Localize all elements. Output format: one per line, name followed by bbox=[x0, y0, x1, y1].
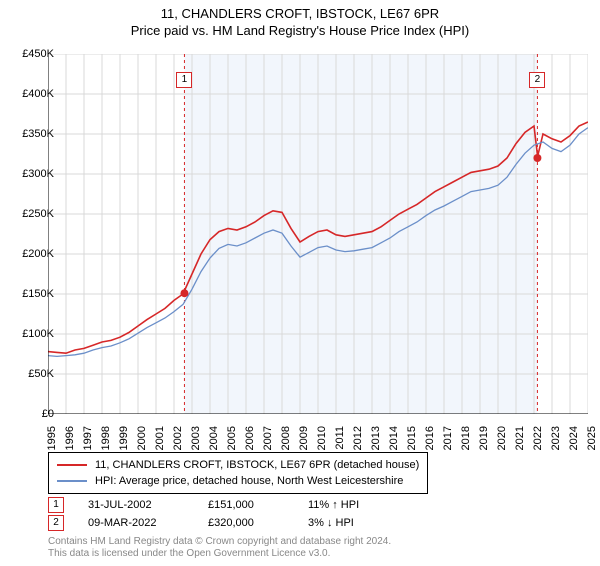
y-tick-label: £150K bbox=[4, 288, 54, 300]
y-tick-label: £450K bbox=[4, 48, 54, 60]
x-tick-label: 2023 bbox=[550, 426, 562, 466]
legend-item-hpi: HPI: Average price, detached house, Nort… bbox=[57, 473, 419, 489]
x-tick-label: 2017 bbox=[442, 426, 454, 466]
sale-marker-box-1: 1 bbox=[48, 497, 64, 513]
x-tick-label: 2018 bbox=[460, 426, 472, 466]
footer-line2: This data is licensed under the Open Gov… bbox=[48, 548, 391, 560]
chart-subtitle: Price paid vs. HM Land Registry's House … bbox=[0, 23, 600, 38]
y-tick-label: £50K bbox=[4, 368, 54, 380]
sale-date-1: 31-JUL-2002 bbox=[88, 499, 208, 511]
sale-pct-2: 3% ↓ HPI bbox=[308, 517, 408, 529]
sale-date-2: 09-MAR-2022 bbox=[88, 517, 208, 529]
sale-row-1: 1 31-JUL-2002 £151,000 11% ↑ HPI bbox=[48, 496, 408, 514]
chart-svg bbox=[48, 54, 588, 414]
chart-plot-area bbox=[48, 54, 588, 414]
y-tick-label: £300K bbox=[4, 168, 54, 180]
legend-swatch-hpi bbox=[57, 480, 87, 482]
x-tick-label: 2024 bbox=[568, 426, 580, 466]
legend-swatch-property bbox=[57, 464, 87, 466]
legend-label-hpi: HPI: Average price, detached house, Nort… bbox=[95, 475, 403, 487]
y-tick-label: £350K bbox=[4, 128, 54, 140]
y-tick-label: £250K bbox=[4, 208, 54, 220]
footer-line1: Contains HM Land Registry data © Crown c… bbox=[48, 536, 391, 548]
x-tick-label: 2025 bbox=[586, 426, 598, 466]
x-tick-label: 2021 bbox=[514, 426, 526, 466]
sale-marker-flag-2: 2 bbox=[529, 72, 545, 88]
sale-price-1: £151,000 bbox=[208, 499, 308, 511]
sale-marker-box-2: 2 bbox=[48, 515, 64, 531]
x-tick-label: 2020 bbox=[496, 426, 508, 466]
legend-item-property: 11, CHANDLERS CROFT, IBSTOCK, LE67 6PR (… bbox=[57, 457, 419, 473]
legend-box: 11, CHANDLERS CROFT, IBSTOCK, LE67 6PR (… bbox=[48, 452, 428, 494]
sale-row-2: 2 09-MAR-2022 £320,000 3% ↓ HPI bbox=[48, 514, 408, 532]
x-tick-label: 2019 bbox=[478, 426, 490, 466]
sale-price-2: £320,000 bbox=[208, 517, 308, 529]
y-tick-label: £200K bbox=[4, 248, 54, 260]
sales-table: 1 31-JUL-2002 £151,000 11% ↑ HPI 2 09-MA… bbox=[48, 496, 408, 532]
chart-title-address: 11, CHANDLERS CROFT, IBSTOCK, LE67 6PR bbox=[0, 6, 600, 21]
x-tick-label: 2022 bbox=[532, 426, 544, 466]
sale-pct-1: 11% ↑ HPI bbox=[308, 499, 408, 511]
legend-label-property: 11, CHANDLERS CROFT, IBSTOCK, LE67 6PR (… bbox=[95, 459, 419, 471]
y-tick-label: £400K bbox=[4, 88, 54, 100]
y-tick-label: £0 bbox=[4, 408, 54, 420]
sale-marker-flag-1: 1 bbox=[176, 72, 192, 88]
y-tick-label: £100K bbox=[4, 328, 54, 340]
footer-attribution: Contains HM Land Registry data © Crown c… bbox=[48, 536, 391, 560]
